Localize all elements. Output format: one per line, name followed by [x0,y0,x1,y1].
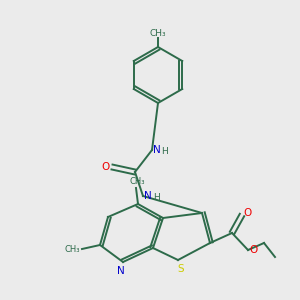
Text: H: H [162,148,168,157]
Text: CH₃: CH₃ [64,244,80,253]
Text: O: O [243,208,251,218]
Text: N: N [153,145,161,155]
Text: CH₃: CH₃ [129,176,145,185]
Text: CH₃: CH₃ [150,29,166,38]
Text: S: S [178,264,184,274]
Text: O: O [250,245,258,255]
Text: O: O [102,162,110,172]
Text: H: H [153,194,159,202]
Text: N: N [117,266,125,276]
Text: N: N [144,191,152,201]
